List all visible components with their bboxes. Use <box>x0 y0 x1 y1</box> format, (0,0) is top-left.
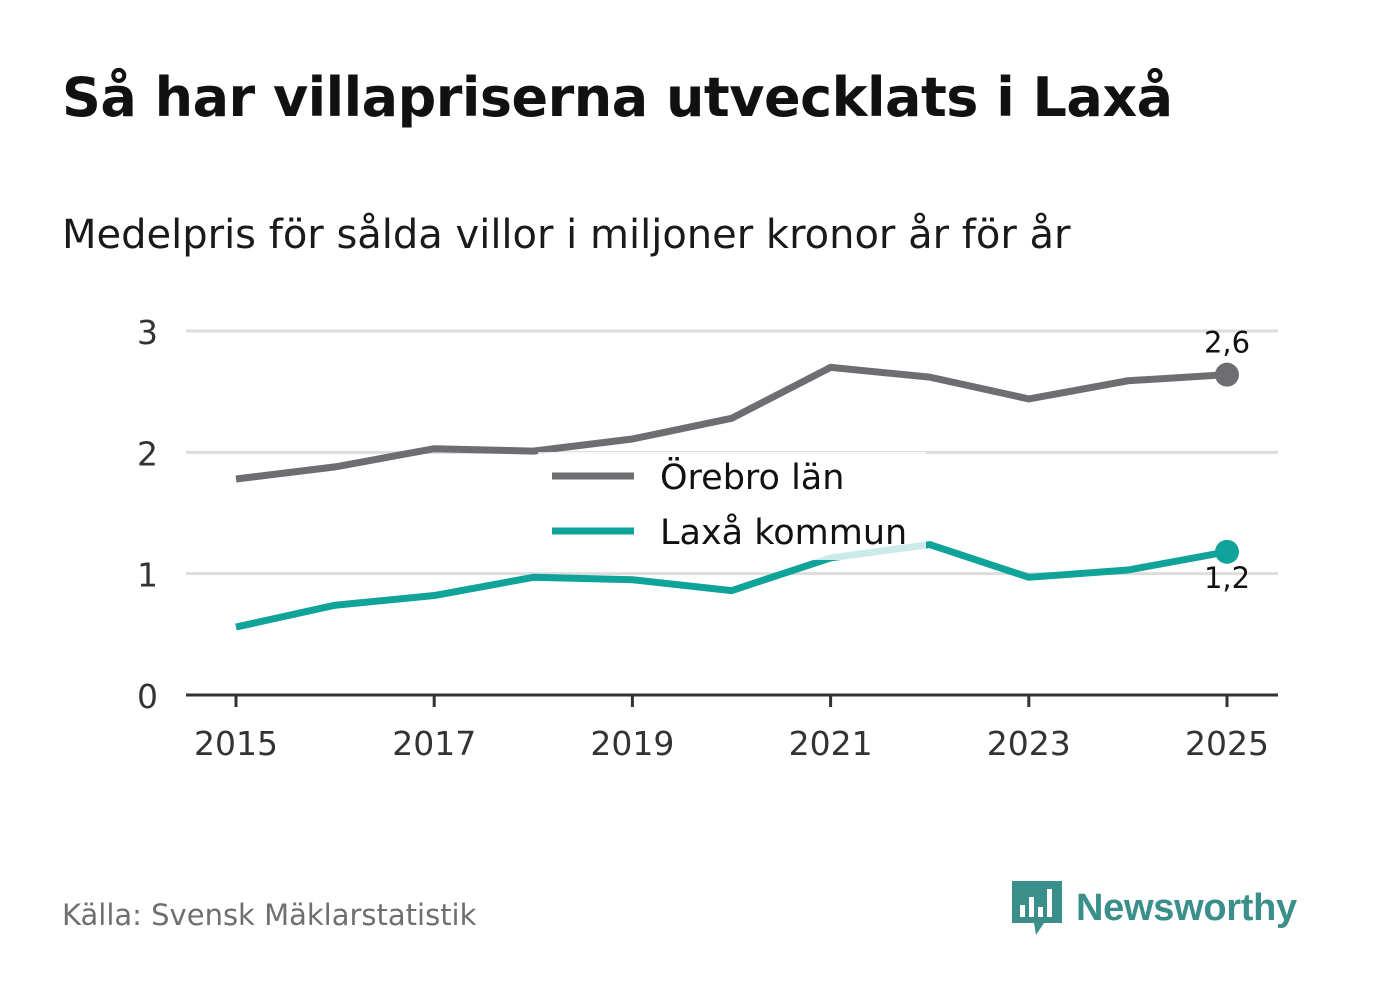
source-note: Källa: Svensk Mäklarstatistik <box>62 898 477 932</box>
chart-subtitle: Medelpris för sålda villor i miljoner kr… <box>62 212 1071 258</box>
x-tick-label: 2025 <box>1185 724 1269 763</box>
chart-title: Så har villapriserna utvecklats i Laxå <box>62 66 1173 129</box>
end-value-label: 2,6 <box>1204 326 1250 360</box>
x-tick-label: 2021 <box>789 724 873 763</box>
end-marker-orebro <box>1215 362 1239 387</box>
end-marker-laxa <box>1215 539 1239 564</box>
legend-background <box>538 452 926 560</box>
y-tick-label: 2 <box>137 434 158 473</box>
end-value-label: 1,2 <box>1204 561 1250 595</box>
x-tick-label: 2017 <box>392 724 476 763</box>
x-tick-label: 2023 <box>987 724 1071 763</box>
y-tick-label: 0 <box>137 677 158 716</box>
x-tick-label: 2015 <box>194 724 278 763</box>
line-chart: 0 1 2 3 2015 2017 2019 2021 2023 2025 2,6 1,2 Örebro… <box>137 313 1278 763</box>
brand-name: Newsworthy <box>1076 886 1297 929</box>
legend-label: Laxå kommun <box>660 512 907 553</box>
y-tick-label: 1 <box>137 556 158 595</box>
brand-logo[interactable]: Newsworthy <box>1010 877 1297 939</box>
legend-label: Örebro län <box>660 456 844 498</box>
newsworthy-logo-icon <box>1012 881 1062 935</box>
y-tick-label: 3 <box>137 313 158 352</box>
x-tick-label: 2019 <box>590 724 674 763</box>
